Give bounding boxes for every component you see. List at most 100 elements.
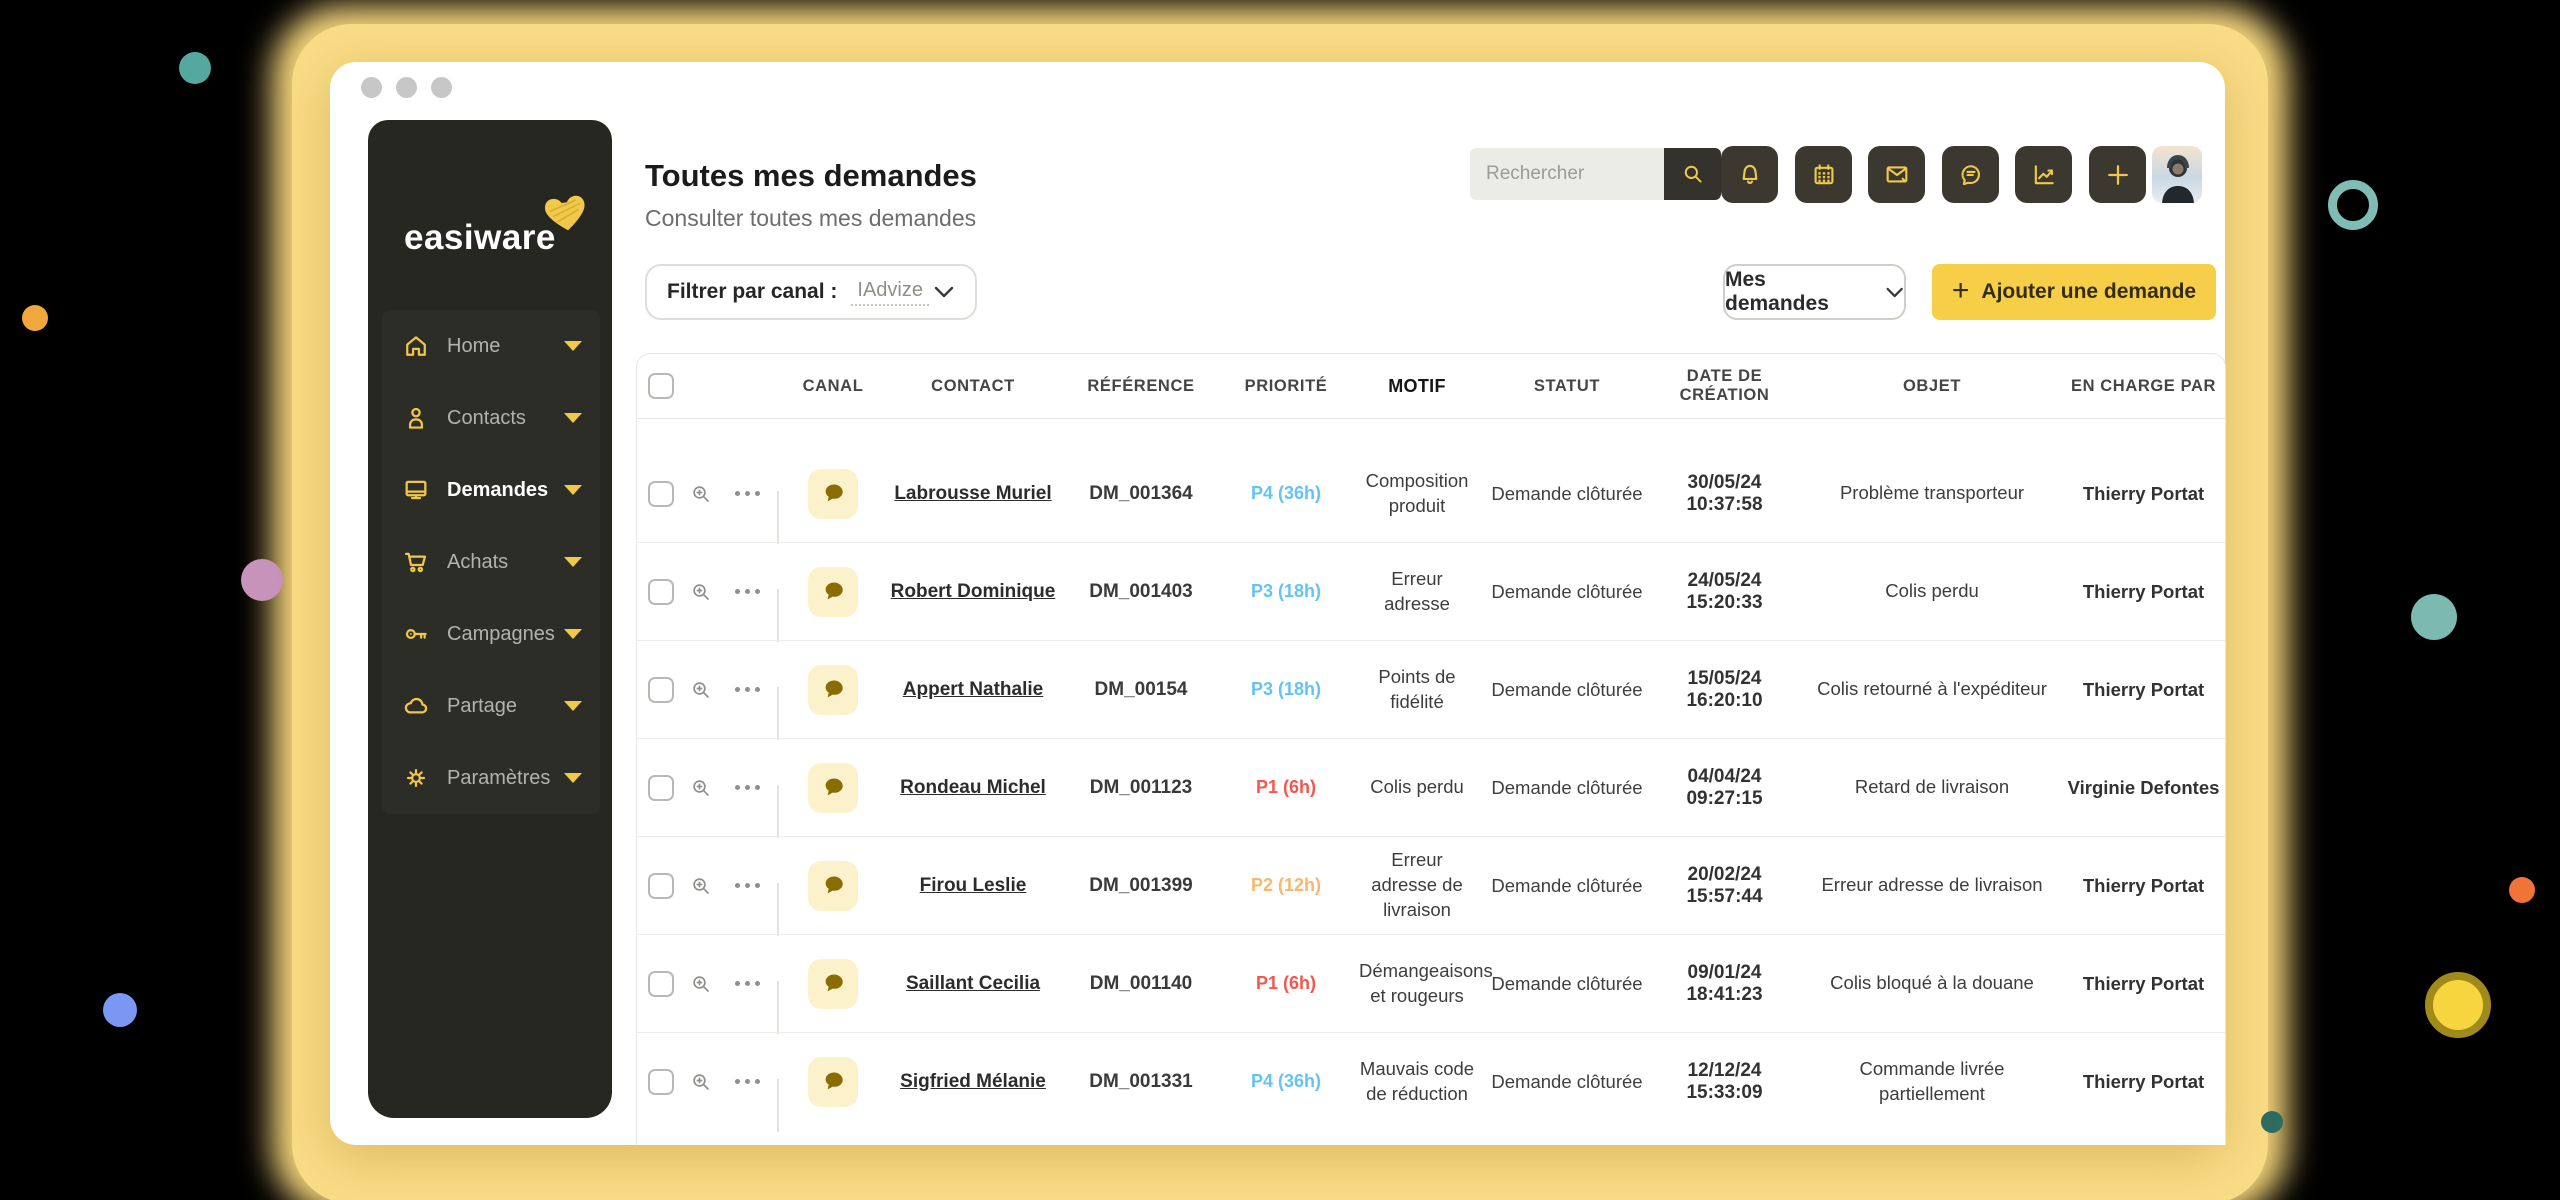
creation-date-value: 30/05/24 10:37:58 bbox=[1686, 471, 1763, 515]
mail-button[interactable] bbox=[1868, 146, 1925, 203]
chevron-down-icon[interactable] bbox=[564, 485, 582, 495]
contact-link[interactable]: Robert Dominique bbox=[890, 580, 1056, 602]
zoom-in-icon[interactable] bbox=[685, 1070, 717, 1094]
chat-bubble-icon bbox=[825, 778, 843, 796]
column-header-date-creation[interactable]: DATE DE CRÉATION bbox=[1679, 367, 1770, 404]
notification-bell-button[interactable] bbox=[1721, 146, 1778, 203]
row-more-menu-icon[interactable] bbox=[717, 491, 777, 496]
canal-chip[interactable] bbox=[808, 762, 858, 813]
canal-chip[interactable] bbox=[808, 1056, 858, 1107]
chevron-down-icon[interactable] bbox=[564, 557, 582, 567]
key-icon bbox=[402, 620, 430, 648]
sidebar-item-demandes[interactable]: Demandes bbox=[382, 454, 600, 526]
row-more-menu-icon[interactable] bbox=[717, 785, 777, 790]
contact-link[interactable]: Appert Nathalie bbox=[902, 678, 1044, 700]
add-demande-button[interactable]: + Ajouter une demande bbox=[1932, 264, 2216, 320]
column-header-objet[interactable]: OBJET bbox=[1902, 376, 1961, 395]
chat-button[interactable] bbox=[1942, 146, 1999, 203]
canal-chip[interactable] bbox=[808, 664, 858, 715]
stats-button[interactable] bbox=[2015, 146, 2072, 203]
deco-ringed-dot-yellow-bottom-right bbox=[2425, 972, 2491, 1038]
priority-badge: P4 (36h) bbox=[1250, 483, 1322, 503]
search-button[interactable] bbox=[1664, 148, 1721, 200]
chevron-down-icon[interactable] bbox=[564, 701, 582, 711]
column-header-priorite[interactable]: PRIORITÉ bbox=[1244, 376, 1328, 395]
row-checkbox[interactable] bbox=[648, 1068, 674, 1095]
table-row[interactable]: Firou Leslie DM_001399 P2 (12h) Erreur a… bbox=[637, 836, 2225, 936]
row-more-menu-icon[interactable] bbox=[717, 589, 777, 594]
table-row[interactable]: Labrousse Muriel DM_001364 P4 (36h) Comp… bbox=[637, 445, 2225, 544]
window-controls[interactable] bbox=[361, 77, 452, 98]
sidebar-item-contacts[interactable]: Contacts bbox=[382, 382, 600, 454]
row-checkbox[interactable] bbox=[648, 676, 674, 703]
assignee-value: Thierry Portat bbox=[2082, 1070, 2205, 1092]
zoom-in-icon[interactable] bbox=[685, 482, 717, 506]
user-avatar[interactable] bbox=[2152, 146, 2202, 203]
sidebar-item-label: Home bbox=[447, 334, 501, 357]
column-header-canal[interactable]: CANAL bbox=[802, 376, 864, 395]
logo-text: easiware bbox=[404, 218, 556, 257]
contact-link[interactable]: Rondeau Michel bbox=[900, 776, 1046, 798]
zoom-in-icon[interactable] bbox=[685, 972, 717, 996]
table-row[interactable]: Robert Dominique DM_001403 P3 (18h) Erre… bbox=[637, 542, 2225, 642]
chevron-down-icon[interactable] bbox=[564, 773, 582, 783]
sidebar-item-campagnes[interactable]: Campagnes bbox=[382, 598, 600, 670]
sidebar-item-parametres[interactable]: Paramètres bbox=[382, 742, 600, 814]
row-checkbox[interactable] bbox=[648, 774, 674, 801]
zoom-in-icon[interactable] bbox=[685, 874, 717, 898]
row-checkbox[interactable] bbox=[648, 578, 674, 605]
chevron-down-icon[interactable] bbox=[564, 413, 582, 423]
window-dot[interactable] bbox=[361, 77, 382, 98]
sidebar-item-partage[interactable]: Partage bbox=[382, 670, 600, 742]
contact-link[interactable]: Labrousse Muriel bbox=[894, 482, 1052, 504]
canal-chip[interactable] bbox=[808, 566, 858, 617]
column-header-motif[interactable]: MOTIF bbox=[1388, 375, 1446, 396]
sidebar-item-home[interactable]: Home bbox=[382, 310, 600, 382]
calendar-icon bbox=[1814, 163, 1833, 184]
view-selector[interactable]: Mes demandes bbox=[1723, 264, 1906, 320]
table-row[interactable]: Appert Nathalie DM_00154 P3 (18h) Points… bbox=[637, 640, 2225, 740]
add-quick-button[interactable] bbox=[2089, 146, 2146, 203]
table-row[interactable]: Rondeau Michel DM_001123 P1 (6h) Colis p… bbox=[637, 738, 2225, 838]
calendar-button[interactable] bbox=[1795, 146, 1852, 203]
row-more-menu-icon[interactable] bbox=[717, 687, 777, 692]
canal-chip[interactable] bbox=[808, 860, 858, 911]
motif-value: Mauvais code de réduction bbox=[1359, 1057, 1475, 1104]
column-header-en-charge-par[interactable]: EN CHARGE PAR bbox=[2070, 376, 2216, 395]
table-row[interactable]: Sigfried Mélanie DM_001331 P4 (36h) Mauv… bbox=[637, 1032, 2225, 1132]
chevron-down-icon[interactable] bbox=[564, 629, 582, 639]
zoom-in-icon[interactable] bbox=[685, 580, 717, 604]
row-more-menu-icon[interactable] bbox=[717, 981, 777, 986]
reference-value: DM_001140 bbox=[1089, 972, 1193, 994]
reference-value: DM_001123 bbox=[1089, 776, 1193, 798]
column-header-reference[interactable]: RÉFÉRENCE bbox=[1087, 376, 1195, 395]
row-checkbox[interactable] bbox=[648, 480, 674, 507]
select-all-checkbox[interactable] bbox=[648, 373, 674, 399]
zoom-in-icon[interactable] bbox=[685, 776, 717, 800]
canal-chip[interactable] bbox=[808, 468, 858, 519]
stats-icon bbox=[2034, 164, 2054, 184]
search-input[interactable] bbox=[1470, 148, 1664, 200]
column-header-statut[interactable]: STATUT bbox=[1533, 376, 1601, 395]
chevron-down-icon[interactable] bbox=[564, 341, 582, 351]
row-checkbox[interactable] bbox=[648, 872, 674, 899]
row-more-menu-icon[interactable] bbox=[717, 1079, 777, 1084]
heart-icon bbox=[545, 195, 585, 231]
sidebar-item-achats[interactable]: Achats bbox=[382, 526, 600, 598]
chat-icon bbox=[1961, 164, 1980, 185]
channel-filter[interactable]: Filtrer par canal : IAdvize bbox=[645, 264, 977, 320]
column-header-contact[interactable]: CONTACT bbox=[931, 376, 1015, 395]
creation-date-value: 09/01/24 18:41:23 bbox=[1686, 961, 1763, 1005]
creation-date-value: 20/02/24 15:57:44 bbox=[1686, 863, 1763, 907]
contact-link[interactable]: Firou Leslie bbox=[919, 874, 1027, 896]
zoom-in-icon[interactable] bbox=[685, 678, 717, 702]
row-checkbox[interactable] bbox=[648, 970, 674, 997]
table-row[interactable]: Saillant Cecilia DM_001140 P1 (6h) Déman… bbox=[637, 934, 2225, 1034]
channel-filter-value[interactable]: IAdvize bbox=[851, 279, 929, 306]
contact-link[interactable]: Saillant Cecilia bbox=[905, 972, 1041, 994]
window-dot[interactable] bbox=[431, 77, 452, 98]
canal-chip[interactable] bbox=[808, 958, 858, 1009]
window-dot[interactable] bbox=[396, 77, 417, 98]
contact-link[interactable]: Sigfried Mélanie bbox=[900, 1070, 1046, 1092]
row-more-menu-icon[interactable] bbox=[717, 883, 777, 888]
